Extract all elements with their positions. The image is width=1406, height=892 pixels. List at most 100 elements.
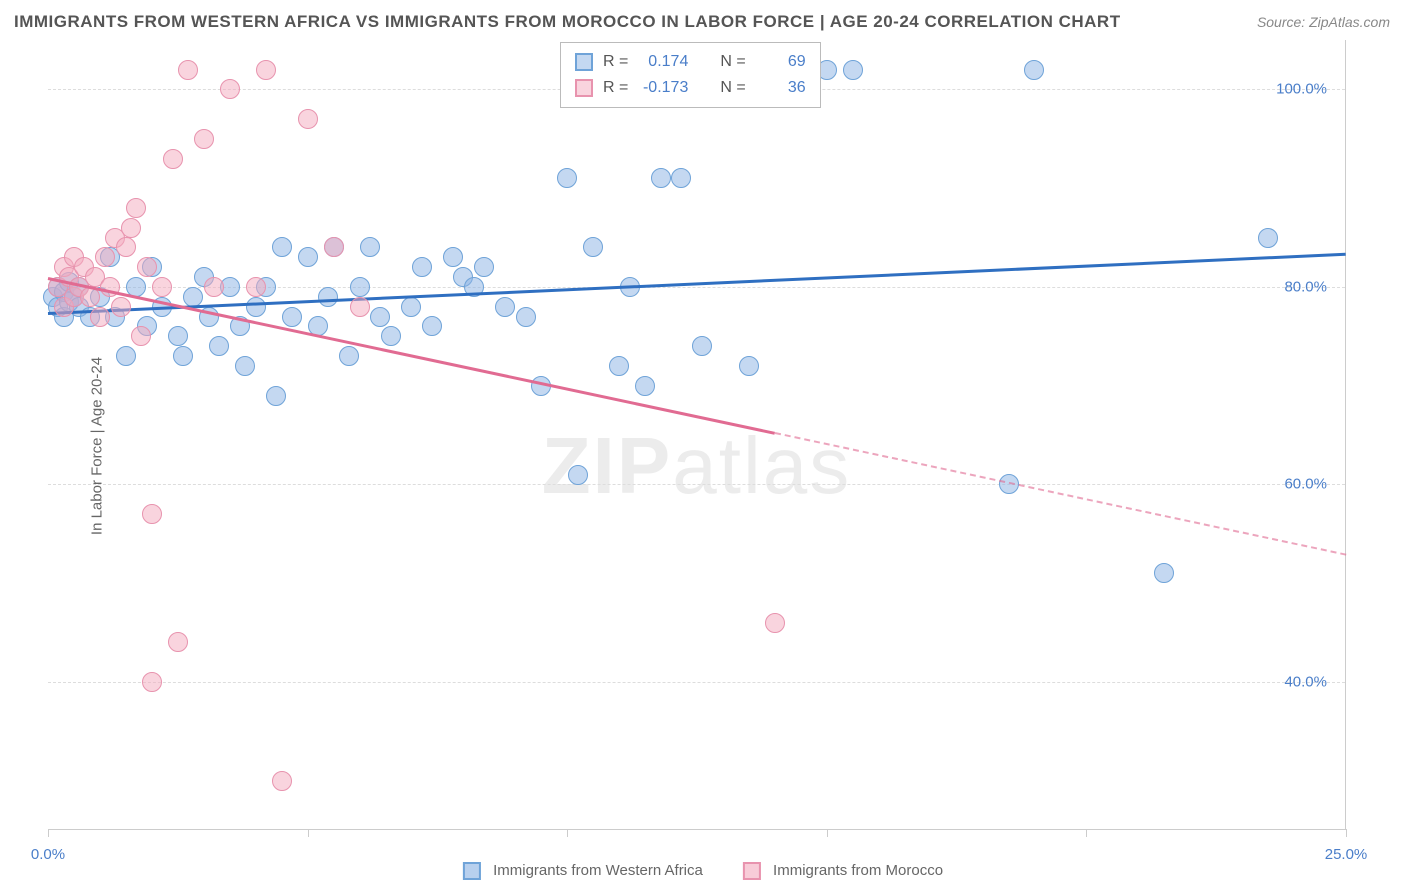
scatter-point <box>173 346 193 366</box>
legend-label: Immigrants from Morocco <box>773 862 943 879</box>
x-tick-label: 25.0% <box>1325 846 1368 863</box>
n-value: 69 <box>756 49 806 75</box>
legend-swatch-series-2 <box>575 79 593 97</box>
scatter-point <box>137 257 157 277</box>
legend-swatch-series-1 <box>575 53 593 71</box>
legend-label: Immigrants from Western Africa <box>493 862 703 879</box>
gridline <box>48 484 1345 485</box>
scatter-point <box>95 247 115 267</box>
scatter-point <box>116 237 136 257</box>
watermark: ZIPatlas <box>542 420 851 512</box>
scatter-point <box>272 771 292 791</box>
scatter-point <box>692 336 712 356</box>
scatter-point <box>142 672 162 692</box>
scatter-point <box>168 326 188 346</box>
legend-swatch <box>743 862 761 880</box>
chart-title: IMMIGRANTS FROM WESTERN AFRICA VS IMMIGR… <box>14 12 1121 32</box>
scatter-point <box>443 247 463 267</box>
scatter-point <box>1258 228 1278 248</box>
scatter-point <box>401 297 421 317</box>
scatter-point <box>568 465 588 485</box>
scatter-point <box>765 613 785 633</box>
scatter-point <box>474 257 494 277</box>
trend-line <box>48 252 1346 314</box>
scatter-point <box>246 297 266 317</box>
scatter-point <box>235 356 255 376</box>
scatter-point <box>246 277 266 297</box>
scatter-point <box>843 60 863 80</box>
scatter-point <box>266 386 286 406</box>
r-value: -0.173 <box>638 75 688 101</box>
legend-item-1: Immigrants from Western Africa <box>463 862 703 880</box>
scatter-point <box>381 326 401 346</box>
x-tick <box>308 829 309 837</box>
scatter-point <box>495 297 515 317</box>
scatter-point <box>168 632 188 652</box>
scatter-point <box>370 307 390 327</box>
scatter-point <box>152 277 172 297</box>
scatter-point <box>298 109 318 129</box>
trend-line <box>775 432 1347 556</box>
scatter-point <box>116 346 136 366</box>
scatter-point <box>557 168 577 188</box>
scatter-point <box>360 237 380 257</box>
legend-swatch <box>463 862 481 880</box>
n-label: N = <box>720 49 745 75</box>
scatter-point <box>671 168 691 188</box>
stats-row-series-2: R = -0.173 N = 36 <box>575 75 806 101</box>
scatter-point <box>121 218 141 238</box>
scatter-point <box>183 287 203 307</box>
x-tick <box>48 829 49 837</box>
y-tick-label: 100.0% <box>1276 81 1327 98</box>
gridline <box>48 287 1345 288</box>
scatter-point <box>272 237 292 257</box>
scatter-point <box>220 79 240 99</box>
r-label: R = <box>603 75 628 101</box>
scatter-point <box>126 198 146 218</box>
stats-legend: R = 0.174 N = 69 R = -0.173 N = 36 <box>560 42 821 108</box>
legend-item-2: Immigrants from Morocco <box>743 862 943 880</box>
scatter-point <box>339 346 359 366</box>
scatter-point <box>256 60 276 80</box>
y-tick-label: 60.0% <box>1284 476 1327 493</box>
x-tick-label: 0.0% <box>31 846 65 863</box>
source-credit: Source: ZipAtlas.com <box>1257 14 1390 30</box>
scatter-point <box>324 237 344 257</box>
scatter-point <box>412 257 432 277</box>
scatter-point <box>635 376 655 396</box>
scatter-point <box>282 307 302 327</box>
scatter-point <box>163 149 183 169</box>
scatter-point <box>350 277 370 297</box>
plot-area: ZIPatlas 40.0%60.0%80.0%100.0%0.0%25.0% <box>48 40 1346 830</box>
legend-bottom: Immigrants from Western Africa Immigrant… <box>463 862 943 880</box>
n-label: N = <box>720 75 745 101</box>
n-value: 36 <box>756 75 806 101</box>
x-tick <box>1086 829 1087 837</box>
scatter-point <box>583 237 603 257</box>
x-tick <box>827 829 828 837</box>
r-label: R = <box>603 49 628 75</box>
x-tick <box>1346 829 1347 837</box>
correlation-chart: IMMIGRANTS FROM WESTERN AFRICA VS IMMIGR… <box>0 0 1406 892</box>
scatter-point <box>142 504 162 524</box>
scatter-point <box>90 307 110 327</box>
stats-row-series-1: R = 0.174 N = 69 <box>575 49 806 75</box>
r-value: 0.174 <box>638 49 688 75</box>
scatter-point <box>178 60 198 80</box>
scatter-point <box>350 297 370 317</box>
y-tick-label: 40.0% <box>1284 673 1327 690</box>
scatter-point <box>131 326 151 346</box>
y-tick-label: 80.0% <box>1284 278 1327 295</box>
scatter-point <box>609 356 629 376</box>
scatter-point <box>111 297 131 317</box>
scatter-point <box>1024 60 1044 80</box>
scatter-point <box>194 129 214 149</box>
gridline <box>48 682 1345 683</box>
scatter-point <box>422 316 442 336</box>
scatter-point <box>651 168 671 188</box>
scatter-point <box>318 287 338 307</box>
scatter-point <box>204 277 224 297</box>
scatter-point <box>1154 563 1174 583</box>
scatter-point <box>298 247 318 267</box>
scatter-point <box>739 356 759 376</box>
